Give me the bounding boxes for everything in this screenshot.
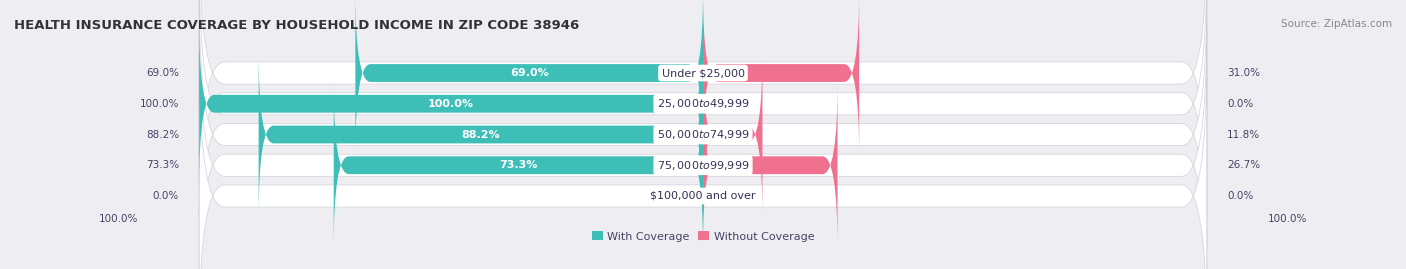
Text: 100.0%: 100.0% xyxy=(139,99,179,109)
Text: $100,000 and over: $100,000 and over xyxy=(650,191,756,201)
FancyBboxPatch shape xyxy=(200,0,1206,216)
FancyBboxPatch shape xyxy=(200,53,1206,269)
FancyBboxPatch shape xyxy=(333,82,703,249)
FancyBboxPatch shape xyxy=(703,0,859,156)
Text: Under $25,000: Under $25,000 xyxy=(661,68,745,78)
Text: 73.3%: 73.3% xyxy=(146,160,179,170)
FancyBboxPatch shape xyxy=(703,51,762,218)
Text: 0.0%: 0.0% xyxy=(1227,99,1253,109)
Text: 69.0%: 69.0% xyxy=(510,68,548,78)
Text: 0.0%: 0.0% xyxy=(153,191,179,201)
Text: HEALTH INSURANCE COVERAGE BY HOUSEHOLD INCOME IN ZIP CODE 38946: HEALTH INSURANCE COVERAGE BY HOUSEHOLD I… xyxy=(14,19,579,32)
Text: Source: ZipAtlas.com: Source: ZipAtlas.com xyxy=(1281,19,1392,29)
FancyBboxPatch shape xyxy=(200,23,1206,269)
Text: 69.0%: 69.0% xyxy=(146,68,179,78)
FancyBboxPatch shape xyxy=(356,0,703,156)
Text: 100.0%: 100.0% xyxy=(427,99,474,109)
Text: 100.0%: 100.0% xyxy=(1268,214,1308,224)
Legend: With Coverage, Without Coverage: With Coverage, Without Coverage xyxy=(588,227,818,246)
Text: $50,000 to $74,999: $50,000 to $74,999 xyxy=(657,128,749,141)
Text: 0.0%: 0.0% xyxy=(1227,191,1253,201)
Text: 31.0%: 31.0% xyxy=(1227,68,1260,78)
Text: 88.2%: 88.2% xyxy=(461,129,501,140)
Text: $75,000 to $99,999: $75,000 to $99,999 xyxy=(657,159,749,172)
FancyBboxPatch shape xyxy=(200,20,703,187)
Text: $25,000 to $49,999: $25,000 to $49,999 xyxy=(657,97,749,110)
Text: 100.0%: 100.0% xyxy=(98,214,138,224)
Text: 26.7%: 26.7% xyxy=(1227,160,1260,170)
FancyBboxPatch shape xyxy=(200,0,1206,246)
FancyBboxPatch shape xyxy=(200,0,1206,269)
Text: 88.2%: 88.2% xyxy=(146,129,179,140)
FancyBboxPatch shape xyxy=(703,82,838,249)
FancyBboxPatch shape xyxy=(259,51,703,218)
Text: 11.8%: 11.8% xyxy=(1227,129,1260,140)
Text: 73.3%: 73.3% xyxy=(499,160,537,170)
